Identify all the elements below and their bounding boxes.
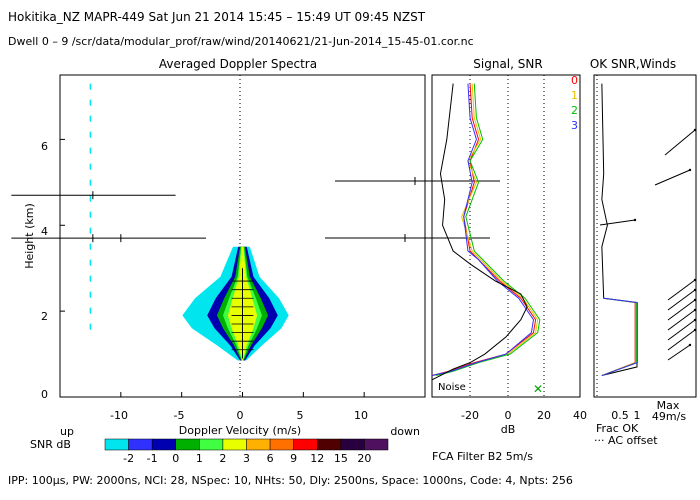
colorbar-swatch xyxy=(199,438,224,451)
frac-ok-label: Frac OK xyxy=(596,422,639,435)
snr-series-2 xyxy=(436,83,541,377)
snr-xlabel: dB xyxy=(501,423,516,436)
spectra-axes xyxy=(60,138,365,398)
wind-arrow xyxy=(667,279,696,301)
colorbar-tick-label: 2 xyxy=(219,452,226,465)
wind-arrow-head xyxy=(633,218,637,222)
wind-arrow xyxy=(667,299,696,321)
colorbar-tick-label: -2 xyxy=(123,452,134,465)
wind-arrow-head xyxy=(688,168,692,172)
ytick-label: 4 xyxy=(41,225,48,238)
wind-arrow-head xyxy=(693,288,697,292)
colorbar-ticks: -2 -1 0 1 2 3 6 9 12 15 20 xyxy=(123,452,371,465)
noise-series xyxy=(431,83,528,381)
colorbar-tick-label: 1 xyxy=(196,452,203,465)
colorbar-tick-label: 9 xyxy=(290,452,297,465)
max-value: 49m/s xyxy=(652,410,686,423)
snr-series-0 xyxy=(431,83,537,377)
wind-arrow-head xyxy=(693,278,697,282)
colorbar-tick-label: 3 xyxy=(243,452,250,465)
colorbar-swatch xyxy=(175,438,200,451)
marker-x: ✕ xyxy=(533,382,543,396)
footer-params: IPP: 100µs, PW: 2000ns, NCI: 28, NSpec: … xyxy=(8,474,573,487)
wind-arrow-head xyxy=(693,128,697,132)
wind-arrow-head xyxy=(693,328,697,332)
snr-xtick: 40 xyxy=(573,409,587,422)
colorbar-swatch xyxy=(104,438,129,451)
wind-arrow xyxy=(667,289,696,311)
colorbar-tick-label: 0 xyxy=(172,452,179,465)
colorbar-tick-label: 6 xyxy=(267,452,274,465)
colorbar-swatch xyxy=(246,438,271,451)
winds-title: OK SNR,Winds xyxy=(590,57,676,71)
wind-arrow-head xyxy=(688,343,692,347)
ytick-label: 6 xyxy=(41,140,48,153)
xtick-label: 10 xyxy=(354,409,368,422)
xtick-label: -10 xyxy=(110,409,128,422)
ac-offset-legend: ··· AC offset xyxy=(594,434,658,447)
noise-label: Noise xyxy=(438,382,466,393)
legend-2: 2 xyxy=(571,104,578,117)
wind-arrow-head xyxy=(693,298,697,302)
wind-arrow xyxy=(667,344,691,361)
filter-label: FCA Filter B2 5m/s xyxy=(432,450,533,463)
snr-frame xyxy=(431,74,581,398)
xtick-label: -5 xyxy=(174,409,185,422)
snr-xtick: 0 xyxy=(505,409,512,422)
colorbar-swatch xyxy=(151,438,177,451)
colorbar xyxy=(104,438,389,451)
wind-arrow xyxy=(667,329,696,351)
up-label: up xyxy=(60,425,74,438)
xtick-label: 0 xyxy=(237,409,244,422)
legend-3: 3 xyxy=(571,119,578,132)
legend-0: 0 xyxy=(571,74,578,87)
legend-1: 1 xyxy=(571,89,578,102)
winds-frame xyxy=(593,74,697,398)
colorbar-tick-label: -1 xyxy=(147,452,158,465)
y-axis-label: Height (km) xyxy=(23,203,36,269)
ytick-label: 0 xyxy=(41,388,48,401)
wind-arrow-head xyxy=(693,308,697,312)
snr-series-3 xyxy=(431,83,535,377)
wind-arrow xyxy=(667,309,696,331)
snr-series-1 xyxy=(433,83,539,377)
down-label: down xyxy=(390,425,420,438)
colorbar-swatch xyxy=(317,438,342,451)
frac-snr-line xyxy=(601,297,636,376)
winds-plot xyxy=(599,83,697,377)
x-axis-label: Doppler Velocity (m/s) xyxy=(179,424,301,437)
frac-ok-line xyxy=(601,83,638,377)
colorbar-tick-label: 12 xyxy=(310,452,324,465)
wind-arrow xyxy=(667,319,696,341)
snr-xtick: -20 xyxy=(461,409,479,422)
colorbar-label: SNR dB xyxy=(30,438,71,451)
snr-xtick: 20 xyxy=(537,409,551,422)
spectra-plot xyxy=(11,83,500,361)
snr-plot: ✕ xyxy=(431,83,543,396)
frac-xtick: 0.5 xyxy=(611,409,629,422)
colorbar-swatch xyxy=(364,438,389,451)
header-path: Dwell 0 – 9 /scr/data/modular_prof/raw/w… xyxy=(8,35,474,48)
header-title: Hokitika_NZ MAPR-449 Sat Jun 21 2014 15:… xyxy=(8,10,426,24)
ytick-label: 2 xyxy=(41,310,48,323)
colorbar-swatch xyxy=(293,438,318,451)
snr-title: Signal, SNR xyxy=(473,57,542,71)
colorbar-tick-label: 20 xyxy=(357,452,371,465)
spectra-title: Averaged Doppler Spectra xyxy=(159,57,317,71)
wind-arrow xyxy=(654,169,691,186)
wind-arrow-head xyxy=(693,318,697,322)
colorbar-swatch xyxy=(222,438,247,451)
frac-snr-line xyxy=(601,297,638,377)
wind-arrow xyxy=(664,129,696,156)
frac-xtick: 1 xyxy=(634,409,641,422)
colorbar-swatch xyxy=(340,438,365,451)
xtick-label: 5 xyxy=(297,409,304,422)
colorbar-swatch xyxy=(269,438,294,451)
colorbar-swatch xyxy=(128,438,153,451)
wind-arrow xyxy=(599,219,636,226)
colorbar-tick-label: 15 xyxy=(334,452,348,465)
max-label: Max xyxy=(657,399,680,412)
